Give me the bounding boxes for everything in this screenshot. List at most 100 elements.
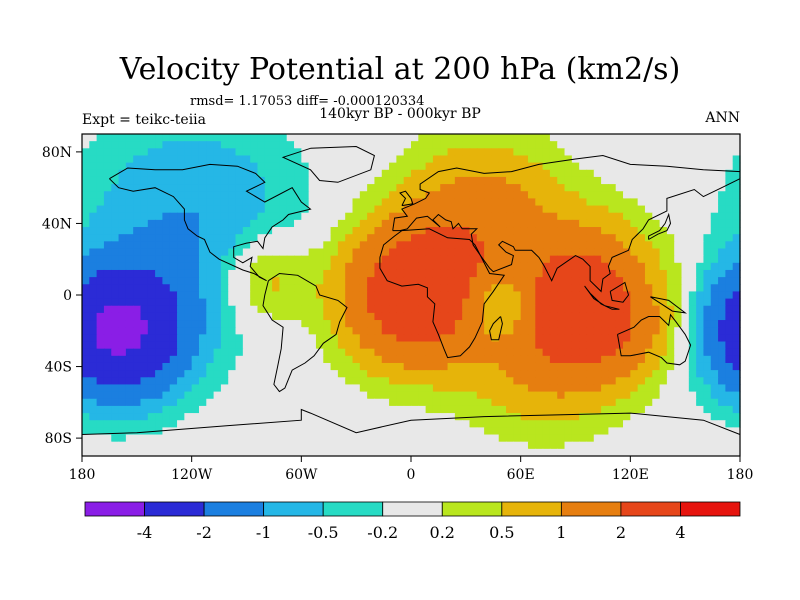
field-cell bbox=[228, 184, 237, 192]
field-cell bbox=[286, 413, 295, 421]
field-cell bbox=[725, 398, 734, 407]
field-cell bbox=[666, 248, 675, 257]
field-cell bbox=[462, 320, 471, 328]
field-cell bbox=[462, 398, 471, 407]
field-cell bbox=[718, 148, 726, 157]
field-cell bbox=[725, 291, 734, 300]
field-cell bbox=[549, 348, 558, 357]
field-cell bbox=[725, 377, 734, 386]
field-cell bbox=[147, 355, 156, 364]
field-cell bbox=[111, 191, 120, 199]
field-cell bbox=[345, 155, 354, 164]
field-cell bbox=[513, 241, 522, 250]
field-cell bbox=[520, 277, 529, 285]
field-cell bbox=[608, 148, 617, 157]
field-cell bbox=[615, 327, 624, 335]
field-cell bbox=[345, 219, 354, 228]
field-cell bbox=[155, 155, 164, 164]
field-cell bbox=[557, 227, 566, 235]
field-cell bbox=[469, 441, 478, 450]
field-cell bbox=[89, 141, 98, 149]
field-cell bbox=[425, 269, 434, 278]
field-cell bbox=[484, 341, 493, 350]
field-cell bbox=[198, 184, 207, 192]
field-cell bbox=[666, 234, 675, 242]
field-cell bbox=[374, 348, 383, 357]
field-cell bbox=[315, 327, 324, 335]
field-cell bbox=[732, 162, 741, 171]
field-cell bbox=[571, 341, 580, 350]
field-cell bbox=[235, 212, 244, 221]
field-cell bbox=[586, 348, 595, 357]
field-cell bbox=[710, 305, 719, 314]
field-cell bbox=[454, 191, 463, 199]
field-cell bbox=[359, 405, 368, 414]
field-cell bbox=[491, 391, 500, 400]
field-cell bbox=[389, 262, 397, 271]
field-cell bbox=[272, 155, 280, 164]
field-cell bbox=[220, 248, 229, 257]
field-cell bbox=[703, 148, 712, 157]
field-cell bbox=[228, 198, 237, 207]
field-cell bbox=[549, 327, 558, 335]
field-cell bbox=[286, 362, 295, 371]
field-cell bbox=[396, 248, 405, 257]
field-cell bbox=[703, 448, 712, 457]
field-cell bbox=[601, 269, 609, 278]
field-cell bbox=[337, 355, 346, 364]
field-cell bbox=[601, 327, 609, 335]
field-cell bbox=[125, 184, 134, 192]
field-cell bbox=[425, 405, 434, 414]
field-cell bbox=[206, 227, 215, 235]
field-cell bbox=[323, 212, 332, 221]
field-cell bbox=[286, 341, 295, 350]
field-cell bbox=[140, 227, 149, 235]
field-cell bbox=[82, 148, 90, 157]
field-cell bbox=[396, 448, 405, 457]
field-cell bbox=[571, 262, 580, 271]
field-cell bbox=[718, 391, 726, 400]
field-cell bbox=[301, 334, 310, 343]
field-cell bbox=[725, 420, 734, 428]
field-cell bbox=[184, 191, 193, 199]
field-cell bbox=[469, 291, 478, 300]
field-cell bbox=[557, 334, 566, 343]
field-cell bbox=[535, 291, 544, 300]
field-cell bbox=[374, 198, 383, 207]
field-cell bbox=[118, 370, 127, 378]
field-cell bbox=[315, 441, 324, 450]
field-cell bbox=[506, 405, 514, 414]
field-cell bbox=[674, 312, 683, 321]
field-cell bbox=[491, 348, 500, 357]
field-cell bbox=[732, 413, 741, 421]
field-cell bbox=[630, 448, 639, 457]
field-cell bbox=[403, 327, 412, 335]
field-cell bbox=[637, 362, 646, 371]
field-cell bbox=[579, 148, 588, 157]
field-cell bbox=[462, 355, 471, 364]
field-cell bbox=[725, 348, 734, 357]
field-cell bbox=[710, 176, 719, 185]
field-cell bbox=[169, 284, 178, 293]
field-cell bbox=[557, 291, 566, 300]
field-cell bbox=[213, 334, 222, 343]
field-cell bbox=[469, 176, 478, 185]
field-cell bbox=[542, 334, 551, 343]
field-cell bbox=[242, 148, 251, 157]
field-cell bbox=[659, 219, 668, 228]
field-cell bbox=[411, 413, 419, 421]
field-cell bbox=[637, 155, 646, 164]
field-cell bbox=[198, 305, 207, 314]
field-cell bbox=[257, 348, 266, 357]
field-cell bbox=[454, 162, 463, 171]
field-cell bbox=[462, 262, 471, 271]
field-cell bbox=[103, 298, 112, 307]
field-cell bbox=[425, 398, 434, 407]
field-cell bbox=[396, 362, 405, 371]
field-cell bbox=[432, 434, 441, 443]
field-cell bbox=[286, 312, 295, 321]
field-cell bbox=[162, 341, 171, 350]
field-cell bbox=[696, 184, 705, 192]
colorbar-label: -4 bbox=[137, 523, 153, 542]
field-cell bbox=[484, 134, 493, 142]
